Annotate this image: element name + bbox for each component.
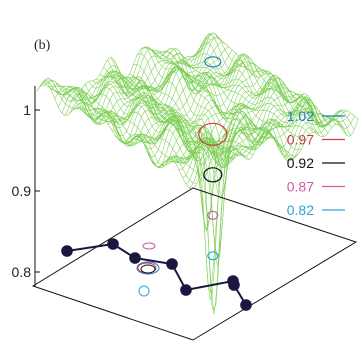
path-point-4 (166, 258, 178, 270)
base-plane (31, 187, 358, 341)
path-point-3 (129, 252, 141, 264)
legend-label-0-97: 0.97 (287, 132, 314, 148)
contour-ring-0-87 (207, 210, 219, 220)
path-point-2 (107, 238, 119, 250)
contour-rings (198, 56, 228, 261)
panel-label: (b) (34, 38, 51, 53)
legend-label-0-82: 0.82 (287, 202, 314, 218)
path-point-1 (61, 245, 73, 257)
path-markers (61, 238, 252, 311)
path-point-7 (228, 279, 240, 291)
legend-label-0-87: 0.87 (287, 179, 314, 195)
path-point-8 (240, 299, 252, 311)
contour-ring-0-97 (198, 122, 228, 146)
legend-label-0-92: 0.92 (287, 155, 314, 171)
z-tick-label: 0.8 (12, 264, 32, 280)
legend: 1.02 0.97 0.92 0.87 0.82 (287, 108, 345, 218)
floor-contour-1-02 (136, 261, 160, 275)
z-tick-label: 1 (23, 102, 31, 118)
floor-contour-0-87 (142, 242, 156, 250)
path-point-5 (180, 284, 192, 296)
z-axis: 0.8 0.9 1 (12, 86, 40, 286)
legend-label-1-02: 1.02 (287, 108, 314, 124)
contour-ring-0-82 (207, 251, 219, 261)
mesh-lines-v (36, 32, 359, 311)
floor-contour-0-82 (138, 285, 150, 297)
z-tick-label: 0.9 (12, 183, 32, 199)
surface-mesh (36, 32, 359, 315)
floor-contour-0-92 (140, 264, 156, 274)
floor-outline (31, 187, 358, 341)
contour-ring-0-92 (203, 167, 223, 183)
contour-ring-1-02 (204, 56, 222, 68)
